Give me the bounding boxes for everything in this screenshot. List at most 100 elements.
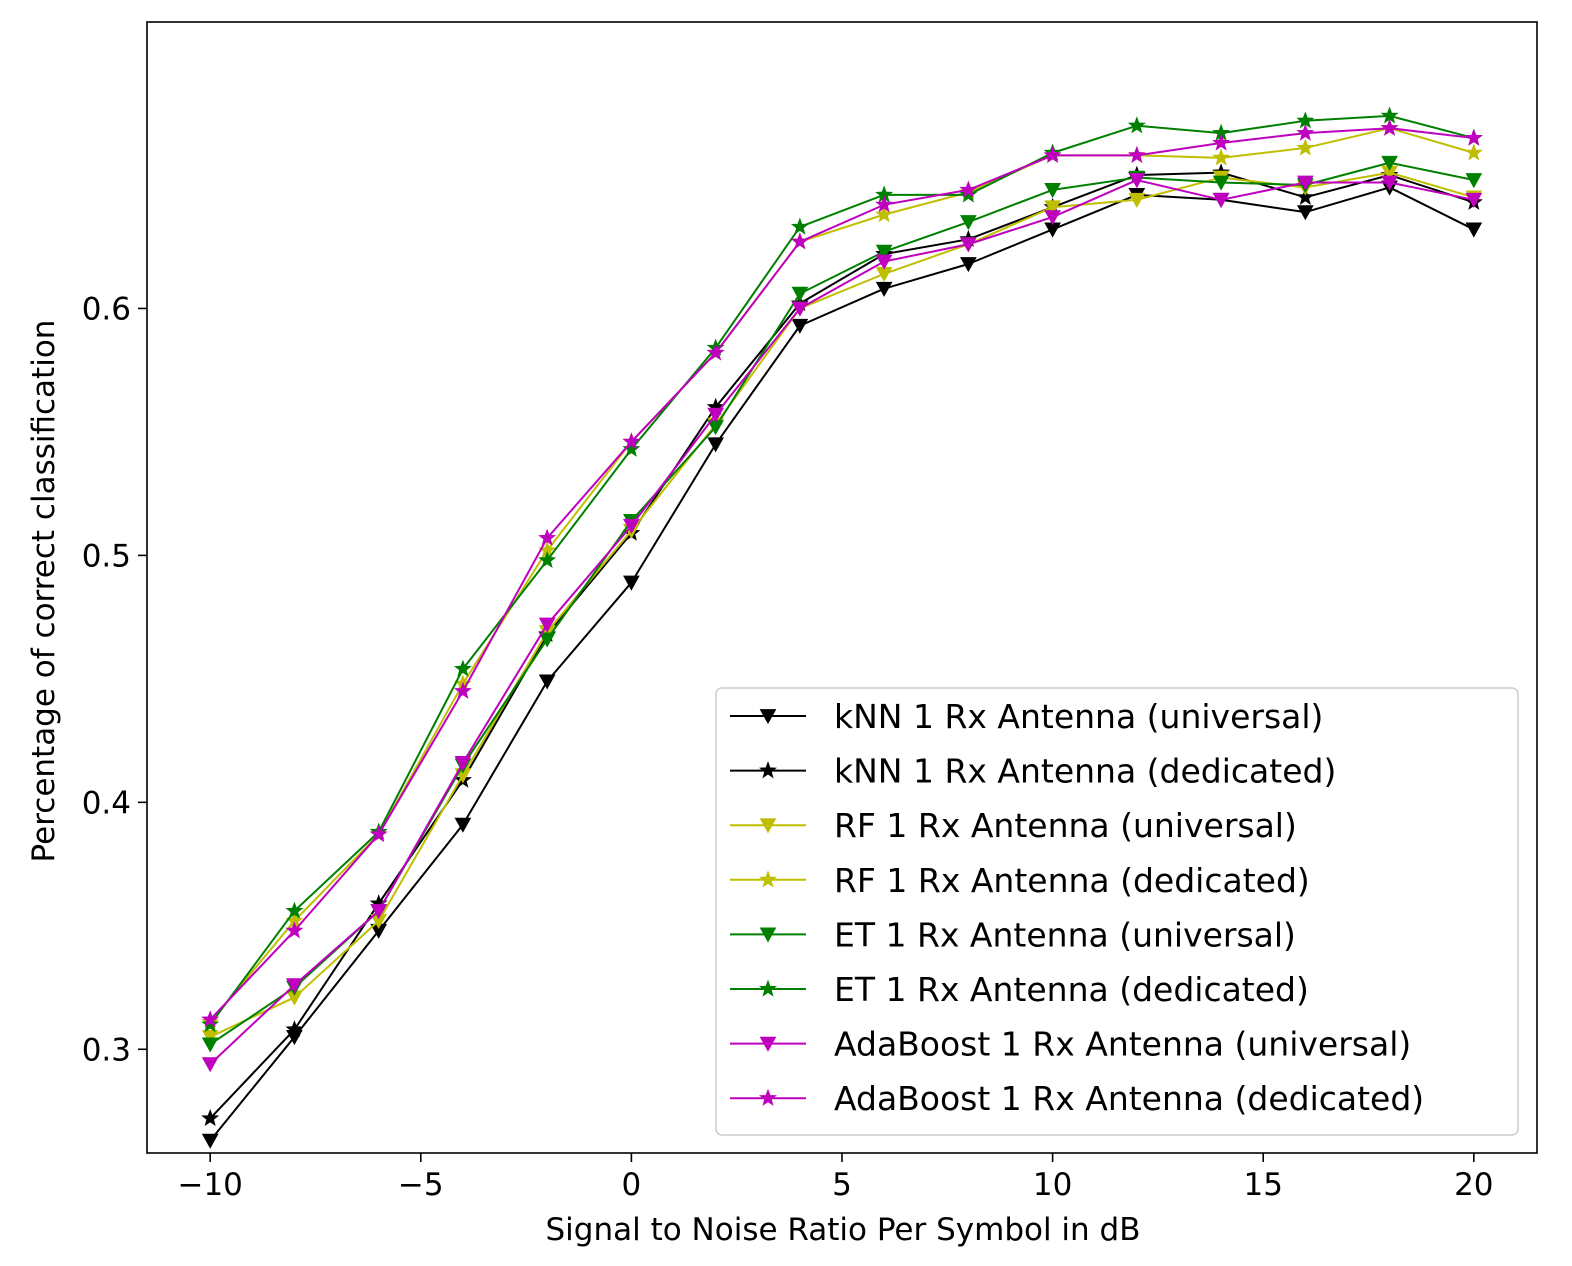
legend-marker [759,761,777,779]
data-point [201,1133,219,1149]
data-point [875,244,893,260]
data-point [707,437,724,453]
data-point [875,205,894,223]
x-axis-label: Signal to Noise Ratio Per Symbol in dB [546,1212,1141,1248]
data-point [1296,205,1314,221]
legend-entry: AdaBoost 1 Rx Antenna (dedicated) [730,1079,1424,1118]
legend-label: RF 1 Rx Antenna (dedicated) [834,861,1310,900]
data-point [453,659,472,677]
data-point [1380,118,1399,136]
legend-marker [759,927,777,943]
series-7 [201,118,1483,1028]
x-tick-label: 5 [832,1167,852,1203]
data-point [1043,145,1062,163]
data-point [1212,192,1230,208]
data-point [1212,175,1230,191]
series-line [209,171,1475,1038]
data-point [791,318,809,334]
series-line [209,114,1475,1026]
data-point [960,257,977,273]
data-point [1127,116,1146,134]
data-point [1212,133,1231,151]
data-point [1381,155,1398,171]
data-point [959,180,978,198]
data-point [370,904,388,920]
data-point [538,550,557,568]
data-point [1296,138,1315,156]
legend-marker [759,1088,777,1106]
data-point [1044,210,1061,226]
data-point [875,195,894,213]
data-point [1381,175,1398,191]
data-point [791,301,809,317]
y-tick-label: 0.6 [82,291,131,327]
legend-label: kNN 1 Rx Antenna (dedicated) [834,752,1336,791]
data-point [1465,173,1483,189]
data-point [538,528,557,546]
data-point [790,217,809,235]
data-point [201,1109,220,1127]
y-tick-label: 0.5 [82,538,131,574]
data-point [1464,143,1483,161]
data-point [623,575,640,591]
legend-entry: kNN 1 Rx Antenna (dedicated) [730,752,1336,791]
legend-entry: kNN 1 Rx Antenna (universal) [730,697,1323,736]
legend-label: kNN 1 Rx Antenna (universal) [834,697,1323,736]
legend-label: RF 1 Rx Antenna (universal) [834,806,1297,845]
y-tick-label: 0.4 [82,785,131,821]
data-point [1465,192,1483,208]
series-line [209,127,1475,1023]
y-tick-label: 0.3 [82,1032,131,1068]
data-point [1128,173,1146,189]
data-point [454,817,472,833]
data-point [201,1037,219,1053]
data-point [1296,123,1315,141]
data-point [790,232,809,250]
legend-label: ET 1 Rx Antenna (dedicated) [834,970,1309,1009]
data-point [201,1030,219,1046]
data-point [960,215,977,231]
legend-entry: RF 1 Rx Antenna (dedicated) [730,861,1310,900]
series-6 [201,173,1483,1073]
data-point [1296,175,1314,191]
data-point [706,343,725,361]
data-point [1212,148,1231,166]
legend-entry: ET 1 Rx Antenna (dedicated) [730,970,1309,1009]
data-point [285,901,304,919]
data-point [1464,128,1483,146]
data-point [453,681,472,699]
series-line [209,186,1475,1142]
plot-area [201,106,1483,1149]
legend-marker [759,709,777,725]
y-axis-label: Percentage of correct classification [26,320,62,863]
data-point [1128,192,1146,208]
x-tick-label: 20 [1454,1167,1493,1203]
data-point [875,281,893,297]
data-point [201,1057,219,1073]
legend-marker [759,1036,777,1052]
data-point [454,755,472,771]
legend-label: AdaBoost 1 Rx Antenna (universal) [834,1025,1411,1064]
data-point [285,921,304,939]
legend-box [715,687,1519,1136]
legend-marker [759,870,777,888]
legend-entry: AdaBoost 1 Rx Antenna (universal) [730,1025,1411,1064]
data-point [1044,200,1061,216]
data-point [707,407,724,423]
data-point [622,439,641,457]
data-point [538,674,556,690]
legend-entry: ET 1 Rx Antenna (universal) [730,915,1296,954]
data-point [1296,187,1315,205]
x-tick-label: 0 [622,1167,642,1203]
x-tick-label: −10 [177,1167,242,1203]
data-point [791,286,809,302]
data-point [1465,222,1483,238]
data-point [201,1010,220,1028]
data-point [959,185,978,203]
legend-marker [759,979,777,997]
data-point [538,617,556,633]
data-point [286,978,303,994]
series-line [209,171,1475,1120]
data-point [622,432,641,450]
